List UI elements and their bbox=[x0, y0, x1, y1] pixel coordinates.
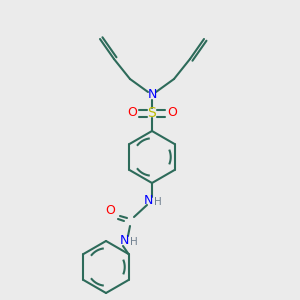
Text: O: O bbox=[105, 205, 115, 218]
Text: H: H bbox=[154, 197, 162, 207]
Text: S: S bbox=[148, 106, 156, 120]
Text: N: N bbox=[119, 235, 129, 248]
Text: H: H bbox=[130, 237, 138, 247]
Text: N: N bbox=[147, 88, 157, 101]
Text: N: N bbox=[143, 194, 153, 208]
Text: O: O bbox=[167, 106, 177, 119]
Text: O: O bbox=[127, 106, 137, 119]
